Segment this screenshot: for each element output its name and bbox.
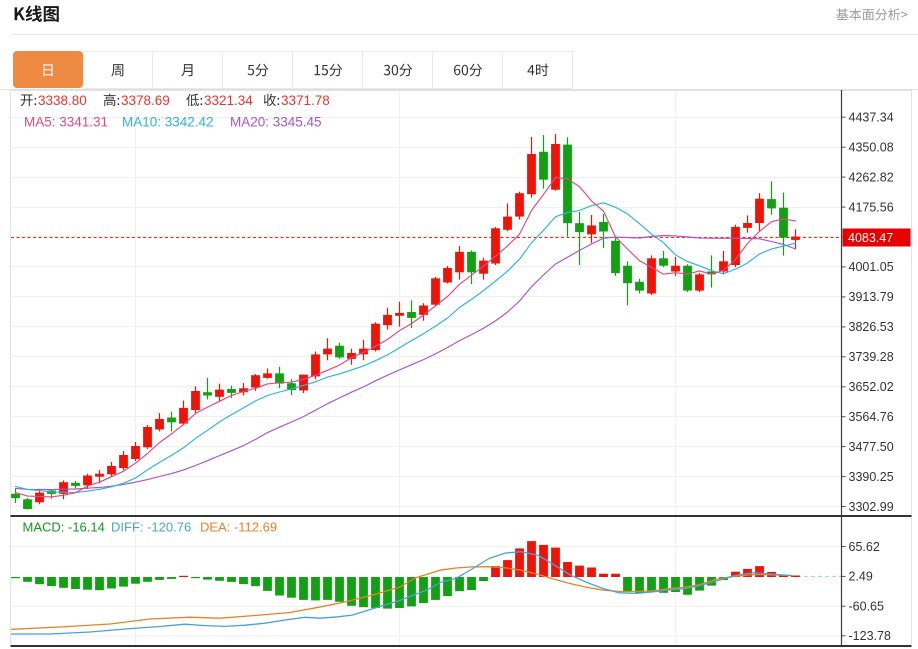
svg-text:MACD: -16.14: MACD: -16.14 bbox=[23, 520, 105, 535]
svg-text:MA20: 3345.45: MA20: 3345.45 bbox=[230, 115, 322, 130]
svg-text:3338.80: 3338.80 bbox=[38, 93, 87, 108]
svg-text:65.62: 65.62 bbox=[849, 540, 880, 554]
svg-text:-123.78: -123.78 bbox=[849, 629, 891, 643]
svg-text:3477.50: 3477.50 bbox=[849, 440, 894, 454]
svg-text:3302.99: 3302.99 bbox=[849, 500, 894, 514]
svg-text:MA10: 3342.42: MA10: 3342.42 bbox=[122, 115, 214, 130]
svg-text:-60.65: -60.65 bbox=[849, 600, 884, 614]
svg-text:3826.53: 3826.53 bbox=[849, 320, 894, 334]
svg-text:DEA: -112.69: DEA: -112.69 bbox=[200, 520, 277, 535]
svg-text:3913.79: 3913.79 bbox=[849, 290, 894, 304]
svg-text:DIFF: -120.76: DIFF: -120.76 bbox=[111, 520, 191, 535]
svg-text:3371.78: 3371.78 bbox=[281, 93, 330, 108]
svg-text:3652.02: 3652.02 bbox=[849, 380, 894, 394]
svg-text:4001.05: 4001.05 bbox=[849, 260, 894, 274]
svg-text:3564.76: 3564.76 bbox=[849, 410, 894, 424]
svg-text:4175.56: 4175.56 bbox=[849, 200, 894, 214]
svg-text:MA5: 3341.31: MA5: 3341.31 bbox=[24, 115, 108, 130]
svg-text:4262.82: 4262.82 bbox=[849, 170, 894, 184]
svg-text:4437.34: 4437.34 bbox=[849, 111, 894, 125]
svg-text:3390.25: 3390.25 bbox=[849, 470, 894, 484]
svg-text:4350.08: 4350.08 bbox=[849, 141, 894, 155]
svg-text:4083.47: 4083.47 bbox=[848, 231, 893, 245]
svg-text:3321.34: 3321.34 bbox=[204, 93, 253, 108]
svg-text:3378.69: 3378.69 bbox=[121, 93, 170, 108]
svg-text:2.49: 2.49 bbox=[849, 570, 873, 584]
svg-text:3739.28: 3739.28 bbox=[849, 350, 894, 364]
